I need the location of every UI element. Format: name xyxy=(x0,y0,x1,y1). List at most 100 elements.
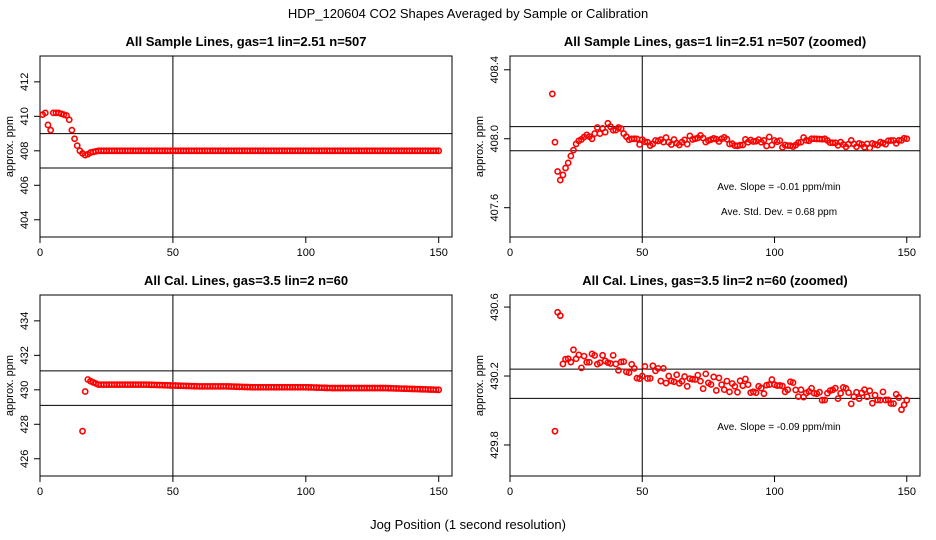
panel-title: All Cal. Lines, gas=3.5 lin=2 n=60 xyxy=(144,273,348,288)
data-point xyxy=(620,358,628,366)
x-tick-label: 0 xyxy=(37,486,43,498)
data-point xyxy=(887,137,895,144)
data-point xyxy=(593,124,601,131)
data-point xyxy=(903,396,911,404)
data-point xyxy=(617,358,625,366)
plot-frame xyxy=(509,55,921,238)
data-point xyxy=(601,128,609,136)
data-point xyxy=(699,385,707,393)
data-point xyxy=(723,135,731,143)
data-point xyxy=(73,142,81,150)
x-tick-label: 0 xyxy=(507,247,513,259)
data-point xyxy=(855,395,863,402)
data-point xyxy=(432,147,440,155)
y-tick-label: 434 xyxy=(19,312,31,330)
panel-1: All Sample Lines, gas=1 lin=2.51 n=507 0 5… xyxy=(4,34,453,259)
x-tick-label: 50 xyxy=(167,486,179,498)
data-point xyxy=(588,135,596,143)
y-tick-label: 430.2 xyxy=(489,362,501,390)
data-point xyxy=(633,374,641,382)
data-point xyxy=(636,141,644,148)
data-point xyxy=(710,373,718,381)
data-point xyxy=(551,138,559,146)
data-point xyxy=(562,164,569,172)
data-point xyxy=(712,387,720,394)
y-tick-label: 430 xyxy=(19,381,31,399)
data-point xyxy=(578,364,585,372)
data-point xyxy=(866,387,874,395)
y-tick-label: 426 xyxy=(19,450,31,468)
data-point xyxy=(596,130,604,138)
data-point xyxy=(564,159,572,167)
data-point xyxy=(760,390,768,398)
data-point xyxy=(44,121,52,129)
data-point xyxy=(548,90,556,98)
data-point xyxy=(585,358,593,366)
data-point xyxy=(829,139,837,147)
data-point xyxy=(646,374,654,382)
data-point xyxy=(816,388,823,396)
y-axis-label: approx. ppm xyxy=(474,116,486,177)
data-point xyxy=(630,364,638,372)
data-points xyxy=(548,90,911,184)
data-point xyxy=(630,135,638,143)
y-tick-label: 432 xyxy=(19,346,31,364)
data-point xyxy=(794,393,802,401)
data-point xyxy=(570,146,577,154)
data-point xyxy=(580,352,588,360)
data-point xyxy=(874,396,882,404)
data-point xyxy=(792,386,800,394)
data-point xyxy=(689,375,696,383)
data-point xyxy=(681,373,688,380)
data-point xyxy=(752,389,760,397)
x-tick-label: 100 xyxy=(765,486,783,498)
data-point xyxy=(665,372,673,380)
panel-title: All Cal. Lines, gas=3.5 lin=2 n=60 (zoom… xyxy=(582,273,848,288)
data-point xyxy=(68,126,76,134)
panel-3: All Cal. Lines, gas=3.5 lin=2 n=60 0 50 100… xyxy=(4,273,453,498)
y-tick-label: 428 xyxy=(19,415,31,433)
data-point xyxy=(895,137,903,144)
y-tick-label: 406 xyxy=(19,176,31,194)
data-point xyxy=(723,377,731,385)
data-point xyxy=(818,396,826,404)
x-tick-label: 100 xyxy=(297,247,315,259)
plot-frame xyxy=(39,294,453,477)
data-point xyxy=(831,384,839,392)
data-point xyxy=(736,141,744,149)
data-point xyxy=(779,382,786,390)
data-point xyxy=(432,386,440,394)
data-point xyxy=(662,379,670,387)
y-axis-label: approx. ppm xyxy=(474,355,486,416)
panel-title: All Sample Lines, gas=1 lin=2.51 n=507 (… xyxy=(564,34,866,49)
data-point xyxy=(861,386,868,394)
data-point xyxy=(583,358,591,366)
data-point xyxy=(868,399,876,407)
x-tick-label: 100 xyxy=(297,486,315,498)
x-tick-label: 150 xyxy=(430,247,448,259)
y-tick-label: 408.4 xyxy=(489,56,501,84)
panels: All Sample Lines, gas=1 lin=2.51 n=507 0 5… xyxy=(4,34,921,498)
figure-xlabel: Jog Position (1 second resolution) xyxy=(370,517,566,532)
data-point xyxy=(654,364,662,372)
data-point xyxy=(789,379,797,387)
data-point xyxy=(591,130,599,137)
data-point xyxy=(694,371,702,379)
data-point xyxy=(853,388,860,396)
data-point xyxy=(562,355,569,363)
data-point xyxy=(559,171,567,179)
x-tick-label: 0 xyxy=(37,247,43,259)
panel-2: All Sample Lines, gas=1 lin=2.51 n=507 (… xyxy=(474,34,921,259)
data-point xyxy=(734,388,741,396)
data-point xyxy=(609,126,617,134)
data-point xyxy=(556,176,564,184)
data-point xyxy=(702,370,710,378)
data-point xyxy=(65,116,73,124)
data-point xyxy=(556,312,564,320)
data-point xyxy=(898,406,905,414)
data-point xyxy=(641,362,649,370)
data-point xyxy=(609,351,617,359)
annotation: Ave. Slope = -0.01 ppm/min xyxy=(717,182,841,193)
data-point xyxy=(744,381,752,389)
plot-frame xyxy=(509,294,921,477)
